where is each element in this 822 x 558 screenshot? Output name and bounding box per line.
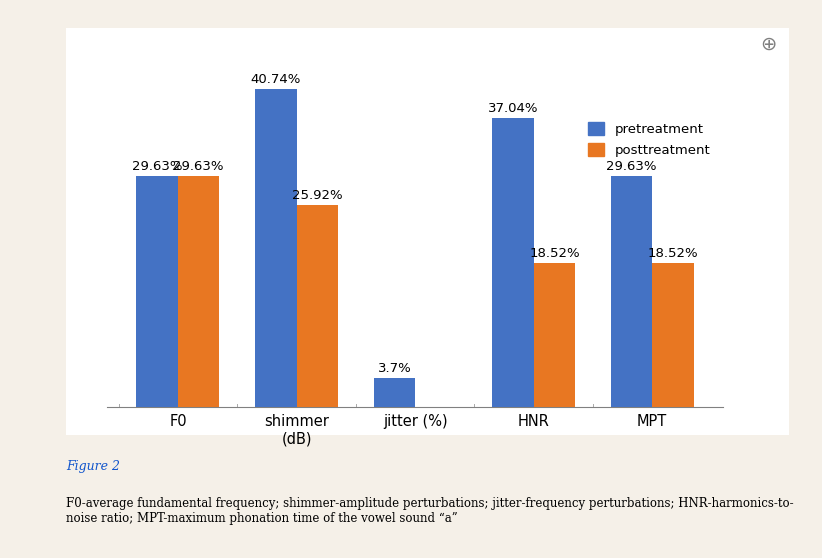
Text: 3.7%: 3.7% xyxy=(377,362,411,376)
Text: 40.74%: 40.74% xyxy=(251,73,301,86)
Text: 37.04%: 37.04% xyxy=(487,102,538,115)
Text: 29.63%: 29.63% xyxy=(607,160,657,173)
Legend: pretreatment, posttreatment: pretreatment, posttreatment xyxy=(581,115,717,163)
Bar xyxy=(255,89,297,407)
Text: Figure 2: Figure 2 xyxy=(66,460,120,473)
Bar xyxy=(178,176,219,407)
Text: 18.52%: 18.52% xyxy=(529,247,580,259)
Text: 29.63%: 29.63% xyxy=(173,160,224,173)
Bar xyxy=(533,263,575,407)
Text: 25.92%: 25.92% xyxy=(292,189,343,202)
Text: 18.52%: 18.52% xyxy=(648,247,698,259)
Bar xyxy=(374,378,415,407)
Bar xyxy=(652,263,694,407)
Text: ⊕: ⊕ xyxy=(760,35,777,54)
Bar xyxy=(492,118,533,407)
Text: F0-average fundamental frequency; shimmer-amplitude perturbations; jitter-freque: F0-average fundamental frequency; shimme… xyxy=(66,497,793,525)
Bar xyxy=(297,205,338,407)
Text: 29.63%: 29.63% xyxy=(132,160,182,173)
Bar xyxy=(136,176,178,407)
Bar xyxy=(611,176,652,407)
